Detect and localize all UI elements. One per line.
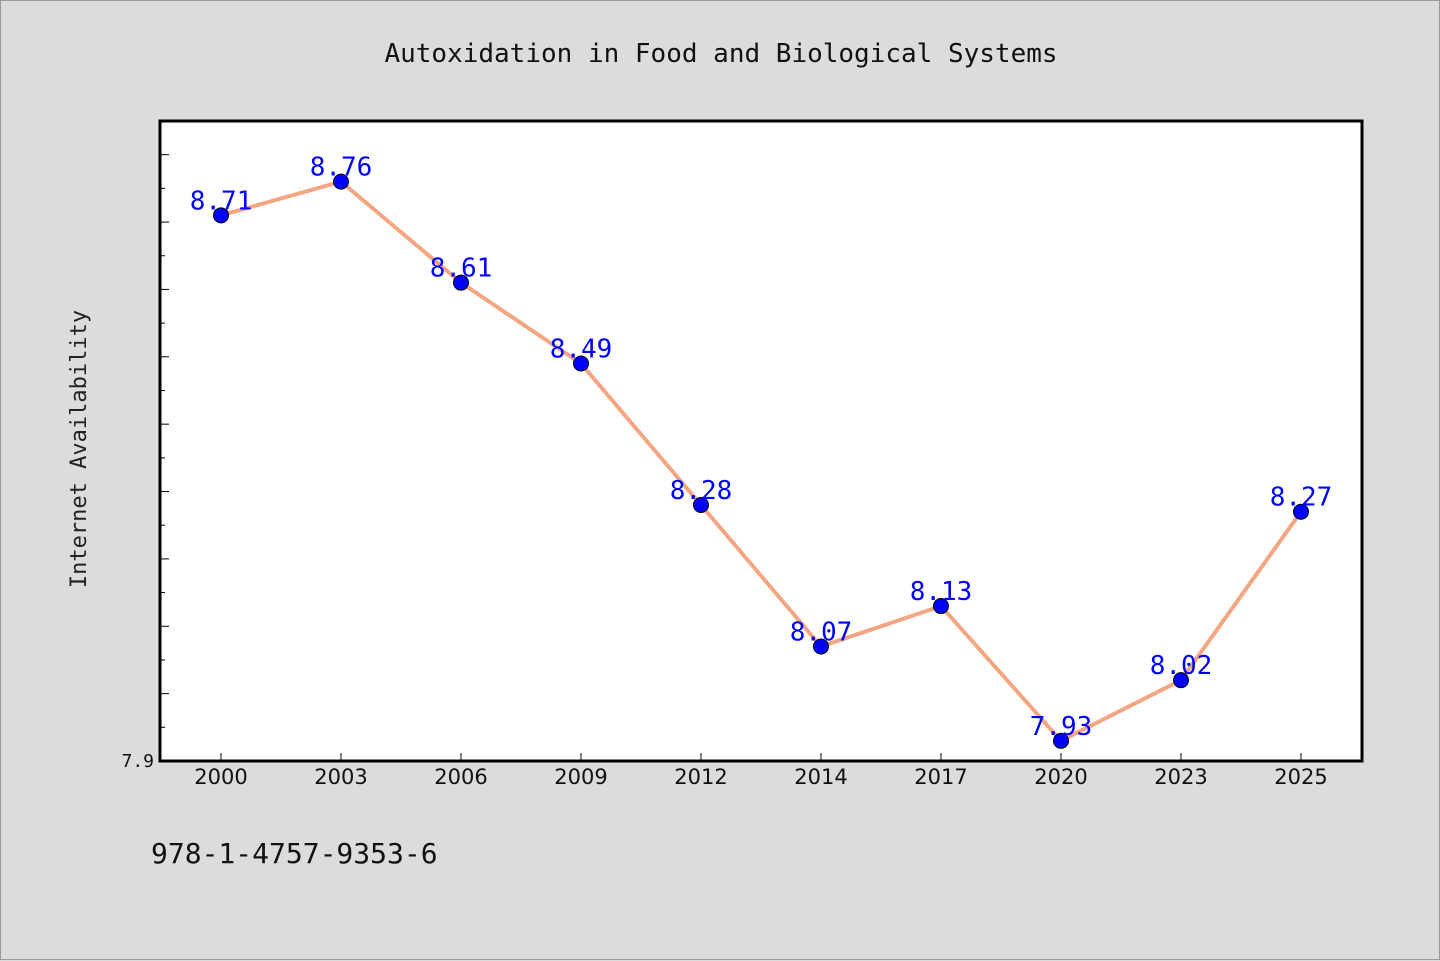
data-label: 7.93: [1030, 712, 1093, 742]
x-tick-label: 2020: [1034, 765, 1087, 789]
series-line: [220, 179, 1303, 743]
data-point: [573, 355, 589, 372]
y-tick-label: 7.9: [121, 751, 154, 772]
data-label: 8.71: [190, 186, 253, 216]
data-point: [1293, 503, 1309, 520]
x-tick-label: 2000: [194, 765, 247, 789]
plot-area: [158, 119, 1364, 763]
data-label: 8.49: [550, 335, 613, 365]
data-point: [1173, 672, 1189, 689]
data-label: 8.76: [310, 153, 373, 183]
x-tick-label: 2014: [794, 765, 847, 789]
x-tick-label: 2012: [674, 765, 727, 789]
data-point: [453, 274, 469, 291]
data-point: [693, 497, 709, 513]
x-tick-label: 2023: [1154, 765, 1207, 789]
data-point: [813, 638, 829, 655]
x-tick-label: 2017: [914, 765, 967, 789]
x-tick-label: 2006: [434, 765, 487, 789]
data-point: [933, 598, 949, 615]
data-point: [1053, 732, 1069, 749]
chart-title: Autoxidation in Food and Biological Syst…: [384, 39, 1057, 69]
data-label: 8.13: [910, 577, 973, 607]
data-label: 8.02: [1150, 651, 1213, 681]
data-label: 8.61: [430, 254, 493, 284]
data-point: [333, 173, 349, 190]
x-tick-label: 2025: [1274, 765, 1327, 789]
x-tick-label: 2003: [314, 765, 367, 789]
isbn-label: 978-1-4757-9353-6: [151, 837, 438, 870]
data-label: 8.07: [790, 617, 853, 647]
y-axis-ticks: 7.9: [121, 120, 169, 772]
x-axis-ticks: 2000 2003 2006 2009 2012 2014 2017 2020 2023 2025: [194, 753, 1328, 789]
y-axis-label: Internet Availability: [67, 310, 92, 588]
data-point: [213, 207, 229, 224]
data-label: 8.28: [670, 476, 733, 506]
series-group: 8.71 8.76 8.61 8.49 8.28 8.07 8.13 7.93 8.02 8.27: [190, 153, 1333, 749]
data-label: 8.27: [1270, 483, 1333, 513]
x-tick-label: 2009: [554, 765, 607, 789]
